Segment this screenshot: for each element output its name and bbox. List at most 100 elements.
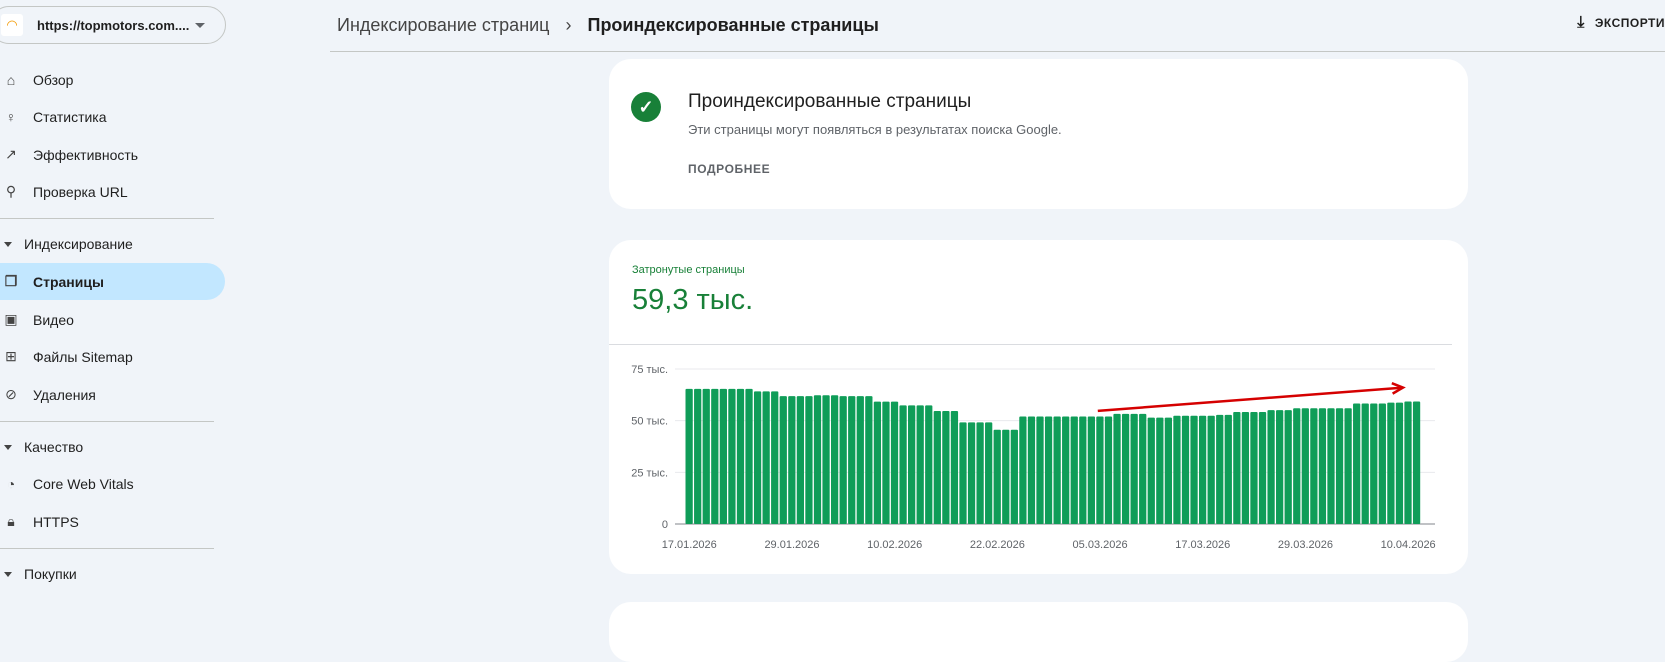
bar [890, 401, 899, 524]
metric-label: Затронутые страницы [632, 264, 745, 276]
eye-off-icon: ⊘ [5, 386, 17, 402]
sidebar-item-label: Видео [33, 311, 74, 328]
export-button[interactable]: ⤓ ЭКСПОРТИ [1577, 14, 1665, 32]
sidebar-item-statistics[interactable]: ♀ Статистика [0, 98, 225, 135]
bar [728, 388, 736, 524]
bar [1284, 410, 1292, 524]
home-icon: ⌂ [6, 71, 16, 88]
sidebar-item-overview[interactable]: ⌂ Обзор [0, 61, 225, 98]
summary-title: Проиндексированные страницы [688, 91, 972, 112]
bar [1096, 416, 1104, 524]
y-tick-label: 75 тыс. [631, 364, 668, 376]
bar [719, 388, 727, 524]
bar [916, 405, 924, 524]
section-quality[interactable]: Качество [0, 432, 83, 462]
bar [925, 405, 933, 524]
bar [1190, 415, 1198, 524]
bar [771, 391, 779, 524]
section-label: Покупки [24, 566, 77, 582]
sidebar-item-url-inspection[interactable]: ⚲ Проверка URL [0, 173, 225, 210]
bar [736, 388, 745, 524]
bar [1395, 402, 1404, 524]
sidebar-item-sitemaps[interactable]: ⊞ Файлы Sitemap [0, 338, 225, 375]
bar [1053, 416, 1061, 524]
bar [1250, 411, 1258, 524]
bar [1301, 408, 1309, 524]
bar [1121, 413, 1130, 524]
sidebar-item-label: Удаления [33, 386, 96, 403]
bar [873, 401, 882, 524]
bar [1156, 417, 1164, 524]
search-icon: ⚲ [5, 183, 17, 199]
bar [1207, 415, 1215, 524]
bar [1070, 416, 1078, 524]
sidebar-item-pages[interactable]: ❐ Страницы [0, 263, 225, 300]
bar [882, 401, 890, 524]
x-tick-label: 29.01.2026 [764, 539, 819, 551]
property-url: https://topmotors.com.... [37, 17, 190, 33]
bar [967, 422, 976, 524]
x-tick-label: 29.03.2026 [1278, 539, 1333, 551]
bar [1113, 413, 1121, 524]
sidebar-item-core-web-vitals[interactable]: ◔ Core Web Vitals [0, 465, 225, 502]
bar [908, 405, 916, 524]
y-tick-label: 50 тыс. [631, 416, 668, 428]
bar [1412, 401, 1421, 524]
bar [1370, 403, 1378, 524]
sidebar-item-label: Обзор [33, 71, 74, 88]
bar [753, 391, 762, 524]
bar [865, 396, 873, 524]
caret-down-icon [4, 241, 12, 247]
x-tick-label: 10.02.2026 [867, 539, 922, 551]
summary-card: ✓ Проиндексированные страницы Эти страни… [609, 59, 1468, 209]
speedometer-icon: ◔ [6, 475, 16, 492]
chevron-down-icon [195, 22, 205, 28]
bar [942, 410, 950, 524]
section-shopping[interactable]: Покупки [0, 559, 77, 589]
bar [1087, 416, 1095, 524]
bar [1079, 416, 1087, 524]
caret-down-icon [4, 571, 12, 577]
property-selector[interactable]: ◠ https://topmotors.com.... [0, 6, 226, 44]
bar [1361, 403, 1369, 524]
bar [1404, 401, 1412, 524]
bar [805, 396, 813, 524]
trending-up-icon: ↗ [5, 146, 17, 162]
x-tick-label: 10.04.2026 [1381, 539, 1436, 551]
bar [1130, 413, 1138, 524]
section-label: Качество [24, 439, 84, 455]
bar [1181, 415, 1190, 524]
learn-more-link[interactable]: ПОДРОБНЕЕ [688, 162, 771, 176]
sidebar-item-label: Страницы [33, 273, 104, 290]
bar [779, 396, 787, 524]
bar [1335, 408, 1344, 524]
bar [822, 395, 830, 524]
bar [976, 422, 984, 524]
check-circle-icon: ✓ [631, 92, 661, 122]
divider [0, 548, 214, 549]
chevron-right-icon: › [565, 15, 572, 35]
breadcrumb-parent[interactable]: Индексирование страниц [337, 15, 550, 35]
bar [1104, 416, 1113, 524]
bar [1318, 408, 1327, 524]
divider [0, 218, 214, 219]
bar [993, 429, 1001, 524]
bar [685, 388, 693, 524]
bar [1327, 408, 1335, 524]
bar [950, 410, 959, 524]
bar [702, 388, 710, 524]
sidebar-item-performance[interactable]: ↗ Эффективность [0, 136, 225, 173]
pages-icon: ❐ [4, 273, 18, 289]
sidebar-item-label: Проверка URL [33, 183, 128, 200]
sidebar-item-video[interactable]: ▣ Видео [0, 301, 225, 338]
divider [0, 421, 214, 422]
bar-chart: 0 25 тыс. 50 тыс. 75 тыс. 17.01.2026 29.01.20… [631, 364, 1436, 551]
x-tick-label: 05.03.2026 [1073, 539, 1128, 551]
lock-icon: 🔒︎ [7, 513, 15, 529]
sidebar-item-removals[interactable]: ⊘ Удаления [0, 376, 225, 413]
sidebar-item-https[interactable]: 🔒︎ HTTPS [0, 503, 225, 540]
bar [848, 396, 856, 524]
bar [1173, 415, 1181, 524]
section-indexing[interactable]: Индексирование [0, 229, 133, 259]
bar [1267, 410, 1275, 524]
